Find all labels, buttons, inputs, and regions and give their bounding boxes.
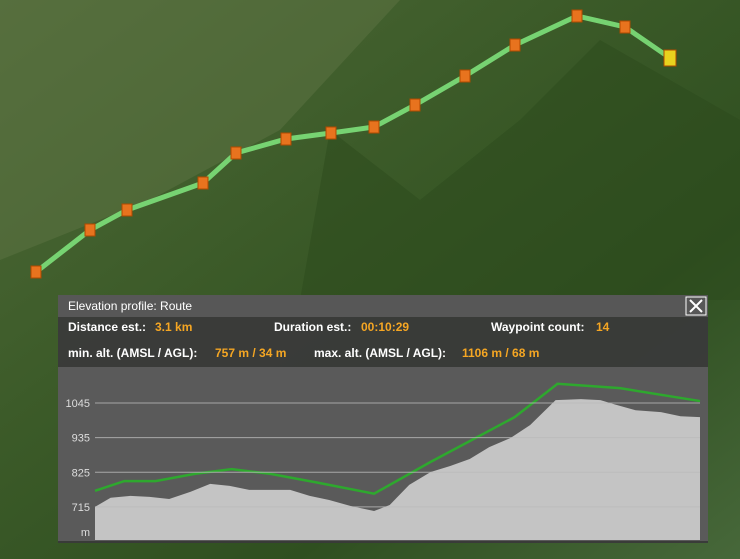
waypoints <box>30 9 677 279</box>
route-profile-line <box>94 382 701 496</box>
stat-value: 00:10:29 <box>361 320 409 334</box>
map-ridge <box>0 0 400 260</box>
stat-label: Duration est.: <box>274 320 351 334</box>
y-axis-unit: m <box>81 527 90 539</box>
stat-value: 757 m / 34 m <box>215 346 286 360</box>
stat-label: max. alt. (AMSL / AGL): <box>314 346 446 360</box>
stat-value: 1106 m / 68 m <box>462 346 539 360</box>
close-button[interactable] <box>685 296 707 316</box>
y-tick-label: 1045 <box>66 398 90 410</box>
panel-title: Elevation profile: Route <box>68 299 192 313</box>
terrain-area <box>95 399 700 540</box>
stat-label: Waypoint count: <box>491 320 585 334</box>
y-tick-label: 715 <box>72 502 90 514</box>
y-tick-label: 825 <box>72 467 90 479</box>
stat-value: 3.1 km <box>155 320 192 334</box>
route-line <box>34 13 672 274</box>
stat-label: Distance est.: <box>68 320 146 334</box>
stat-value: 14 <box>596 320 610 334</box>
map-valley <box>300 40 740 300</box>
panel-titlebar <box>58 295 708 317</box>
y-tick-label: 935 <box>72 433 90 445</box>
stat-label: min. alt. (AMSL / AGL): <box>68 346 197 360</box>
